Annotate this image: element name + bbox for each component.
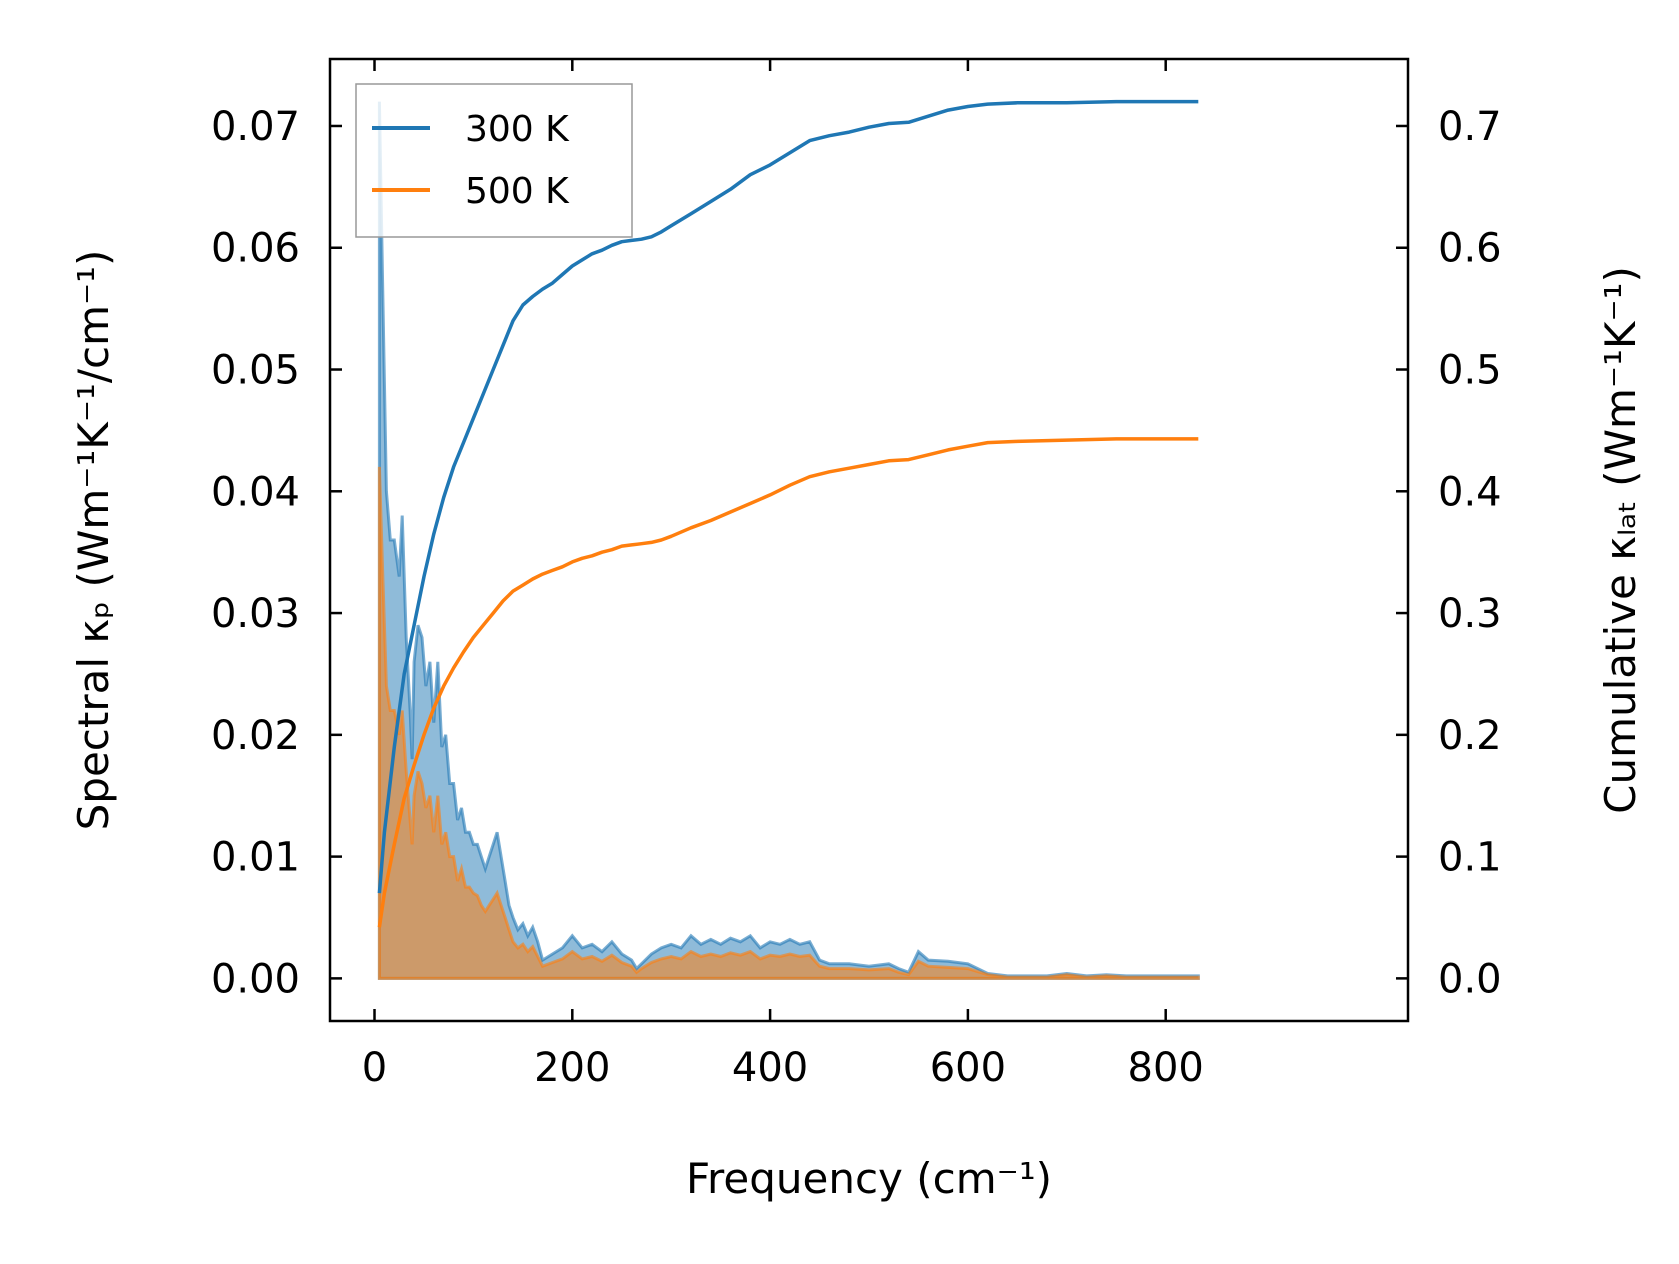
left-y-tick-label: 0.04 (211, 469, 300, 515)
left-y-tick-label: 0.01 (211, 835, 300, 881)
legend-label: 300 K (465, 109, 570, 150)
left-y-tick-label: 0.06 (211, 226, 300, 272)
right-y-tick-label: 0.2 (1438, 713, 1502, 759)
right-y-tick-label: 0.5 (1438, 348, 1502, 394)
x-tick-label: 200 (534, 1045, 610, 1091)
right-y-tick-label: 0.1 (1438, 835, 1502, 881)
legend-label: 500 K (465, 171, 570, 212)
x-axis-ticks: 0 200 400 600 800 (362, 59, 1204, 1091)
right-y-axis-ticks: 0.0 0.1 0.2 0.3 0.4 0.5 0.6 0.7 (1396, 104, 1502, 1002)
x-tick-label: 400 (732, 1045, 808, 1091)
right-y-tick-label: 0.3 (1438, 591, 1502, 637)
cumulative-lines (377, 99, 1199, 928)
cumulative-line-500-k (377, 437, 1199, 928)
left-y-axis-ticks: 0.00 0.01 0.02 0.03 0.04 0.05 0.06 0.07 (211, 104, 342, 1002)
spectral-fill-areas (377, 101, 1200, 980)
x-tick-label: 800 (1128, 1045, 1204, 1091)
left-y-axis-title: Spectral κₚ (Wm⁻¹K⁻¹/cm⁻¹) (69, 250, 118, 831)
left-y-tick-label: 0.03 (211, 591, 300, 637)
spectral-area-500-k (377, 466, 1200, 980)
right-y-tick-label: 0.4 (1438, 469, 1502, 515)
right-y-tick-label: 0.6 (1438, 226, 1502, 272)
legend-box (355, 83, 633, 238)
x-axis-title: Frequency (cm⁻¹) (686, 1154, 1052, 1203)
cumulative-line-300-k (377, 99, 1199, 894)
right-y-tick-label: 0.7 (1438, 104, 1502, 150)
right-y-axis-title: Cumulative κₗₐₜ (Wm⁻¹K⁻¹) (1596, 266, 1645, 814)
x-tick-label: 600 (930, 1045, 1006, 1091)
legend-items: 300 K 500 K (372, 109, 570, 212)
right-y-tick-label: 0.0 (1438, 956, 1502, 1002)
left-y-tick-label: 0.02 (211, 713, 300, 759)
legend: 300 K 500 K (355, 83, 633, 238)
left-y-tick-label: 0.05 (211, 348, 300, 394)
x-tick-label: 0 (362, 1045, 387, 1091)
left-y-tick-label: 0.07 (211, 104, 300, 150)
left-y-tick-label: 0.00 (211, 956, 300, 1002)
plot-frame (328, 57, 1410, 1023)
